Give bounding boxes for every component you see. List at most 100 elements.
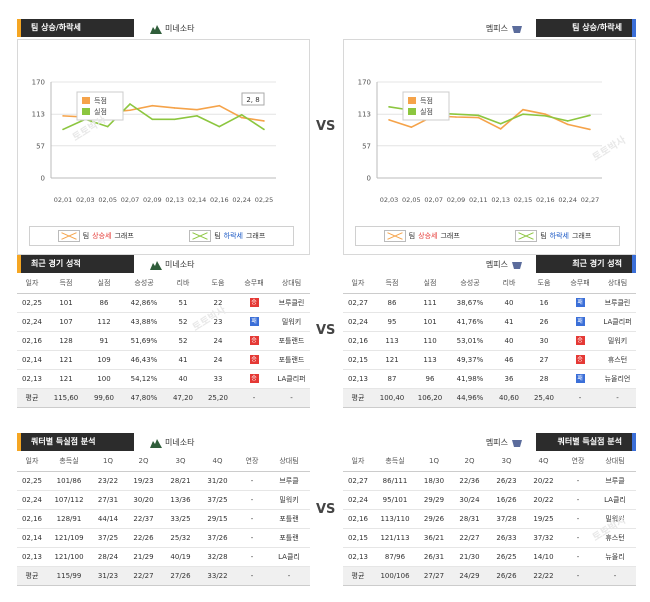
down-trend-icon bbox=[189, 230, 212, 242]
vs-label: VS bbox=[316, 323, 336, 338]
column-header: 득점 bbox=[47, 274, 85, 294]
table-cell: 02,14 bbox=[17, 528, 47, 548]
table-cell: 02,15 bbox=[343, 528, 373, 548]
table-cell: 21/29 bbox=[125, 547, 162, 567]
result-badge: 승 bbox=[249, 336, 259, 345]
team-logo-icon bbox=[150, 260, 162, 270]
data-point bbox=[388, 106, 390, 108]
table-row: 02,15 121/113 36/21 22/27 26/33 37/32- 휴스턴 bbox=[343, 528, 636, 548]
table-cell: 28/21 bbox=[162, 471, 199, 491]
table-cell: 뉴올리언 bbox=[599, 369, 636, 389]
column-header: 4Q bbox=[525, 452, 562, 472]
table-cell: 26/25 bbox=[488, 547, 525, 567]
team-logo-icon bbox=[512, 25, 522, 33]
data-point bbox=[522, 113, 524, 115]
table-cell: 브루클린 bbox=[273, 293, 310, 313]
table-cell: 23/22 bbox=[91, 471, 125, 491]
table-cell: 29/29 bbox=[417, 490, 451, 510]
table-cell: 22/22 bbox=[525, 566, 562, 586]
recent-panel-left: 최근 경기 성적 미네소타 일자 득점 실점 승성공 리바 도움 승무패 상대팀 02,25 10… bbox=[17, 255, 310, 408]
data-point bbox=[410, 126, 413, 128]
table-cell: 25,20 bbox=[201, 388, 235, 408]
table-row: 02,25 101/86 23/22 19/23 28/21 31/20- 브루클 bbox=[17, 471, 310, 491]
column-header: 승성공 bbox=[449, 274, 491, 294]
table-cell: 02,24 bbox=[17, 312, 47, 332]
table-cell: 27 bbox=[527, 350, 561, 370]
table-cell: LA클리 bbox=[268, 547, 310, 567]
table-cell: 21/30 bbox=[451, 547, 488, 567]
recent-results-table: 일자 득점 실점 승성공 리바 도움 승무패 상대팀 02,25 101 86 42,86% 51 22 승… bbox=[17, 274, 310, 408]
table-header-row: 일자 득점 실점 승성공 리바 도움 승무패 상대팀 bbox=[343, 274, 636, 294]
table-cell: 121/109 bbox=[47, 528, 91, 548]
table-row: 02,24 107 112 43,88% 52 23 패 밀워키 bbox=[17, 312, 310, 332]
column-header: 3Q bbox=[162, 452, 199, 472]
table-cell: 16/26 bbox=[488, 490, 525, 510]
table-cell: 30/20 bbox=[125, 490, 162, 510]
column-header: 상대팀 bbox=[273, 274, 310, 294]
average-row: 평균 100/106 27/27 24/29 26/26 22/22- - bbox=[343, 566, 636, 586]
table-cell: - bbox=[236, 566, 268, 586]
table-cell: 18/30 bbox=[417, 471, 451, 491]
table-cell: 22/26 bbox=[125, 528, 162, 548]
column-header: 2Q bbox=[125, 452, 162, 472]
table-cell: 02,16 bbox=[343, 331, 373, 351]
table-cell: 44,96% bbox=[449, 388, 491, 408]
legend-team-word: 팀 bbox=[408, 232, 416, 240]
team-label: 미네소타 bbox=[165, 260, 195, 269]
column-header: 실점 bbox=[85, 274, 123, 294]
table-cell: 02,27 bbox=[343, 471, 373, 491]
table-cell: 23 bbox=[201, 312, 235, 332]
data-point bbox=[129, 103, 131, 105]
table-cell: 32/28 bbox=[199, 547, 236, 567]
table-row: 02,16 128/91 44/14 22/37 33/25 29/15- 포틀랜 bbox=[17, 509, 310, 529]
table-cell: 54,12% bbox=[123, 369, 165, 389]
graph-legend: 팀 상승세 그래프 팀 하락세 그래프 bbox=[29, 226, 294, 246]
trend-panel-left: 팀 상승/하락세 미네소타 0 57 113 170 02,01 02,03 02,05 02… bbox=[17, 19, 310, 255]
table-cell: 패 bbox=[561, 293, 599, 313]
table-cell: 승 bbox=[235, 369, 273, 389]
table-cell: 128/91 bbox=[47, 509, 91, 529]
team-logo-icon bbox=[512, 439, 522, 447]
table-row: 02,24 95 101 41,76% 41 26 패 LA클리퍼 bbox=[343, 312, 636, 332]
down-graph-legend: 팀 하락세 그래프 bbox=[189, 230, 265, 242]
data-point bbox=[566, 123, 569, 126]
table-cell: 47,20 bbox=[165, 388, 201, 408]
table-cell: 110 bbox=[411, 331, 449, 351]
table-cell: 승 bbox=[561, 331, 599, 351]
legend-graph-word: 그래프 bbox=[440, 232, 460, 240]
data-point bbox=[106, 125, 109, 128]
table-row: 02,27 86 111 38,67% 40 16 패 브루클린 bbox=[343, 293, 636, 313]
table-cell: 107 bbox=[47, 312, 85, 332]
table-cell: 51 bbox=[165, 293, 201, 313]
table-cell: 44/14 bbox=[91, 509, 125, 529]
table-cell: 02,13 bbox=[343, 369, 373, 389]
table-cell: 20/22 bbox=[525, 471, 562, 491]
table-cell: - bbox=[562, 547, 594, 567]
table-cell: 36/21 bbox=[417, 528, 451, 548]
table-cell: 91 bbox=[85, 331, 123, 351]
team-name-left: 미네소타 bbox=[150, 259, 194, 270]
data-point bbox=[240, 113, 243, 116]
x-tick-label: 02,14 bbox=[188, 196, 207, 204]
result-badge: 승 bbox=[575, 336, 585, 345]
table-cell: 02,25 bbox=[17, 293, 47, 313]
result-badge: 패 bbox=[575, 298, 585, 307]
table-cell: 28/31 bbox=[451, 509, 488, 529]
table-cell: 승 bbox=[235, 331, 273, 351]
table-cell: 02,24 bbox=[343, 490, 373, 510]
vs-label: VS bbox=[316, 119, 336, 134]
table-cell: 121 bbox=[47, 369, 85, 389]
legend-swatch bbox=[408, 108, 416, 115]
table-cell: 26/23 bbox=[488, 471, 525, 491]
table-cell: 02,14 bbox=[17, 350, 47, 370]
table-cell: 31/23 bbox=[91, 566, 125, 586]
table-cell: 107/112 bbox=[47, 490, 91, 510]
column-header: 승무패 bbox=[235, 274, 273, 294]
table-cell: 30/24 bbox=[451, 490, 488, 510]
table-cell: 33/22 bbox=[199, 566, 236, 586]
column-header: 일자 bbox=[343, 274, 373, 294]
column-header: 연장 bbox=[236, 452, 268, 472]
table-cell: 27/27 bbox=[417, 566, 451, 586]
table-cell: 승 bbox=[235, 350, 273, 370]
